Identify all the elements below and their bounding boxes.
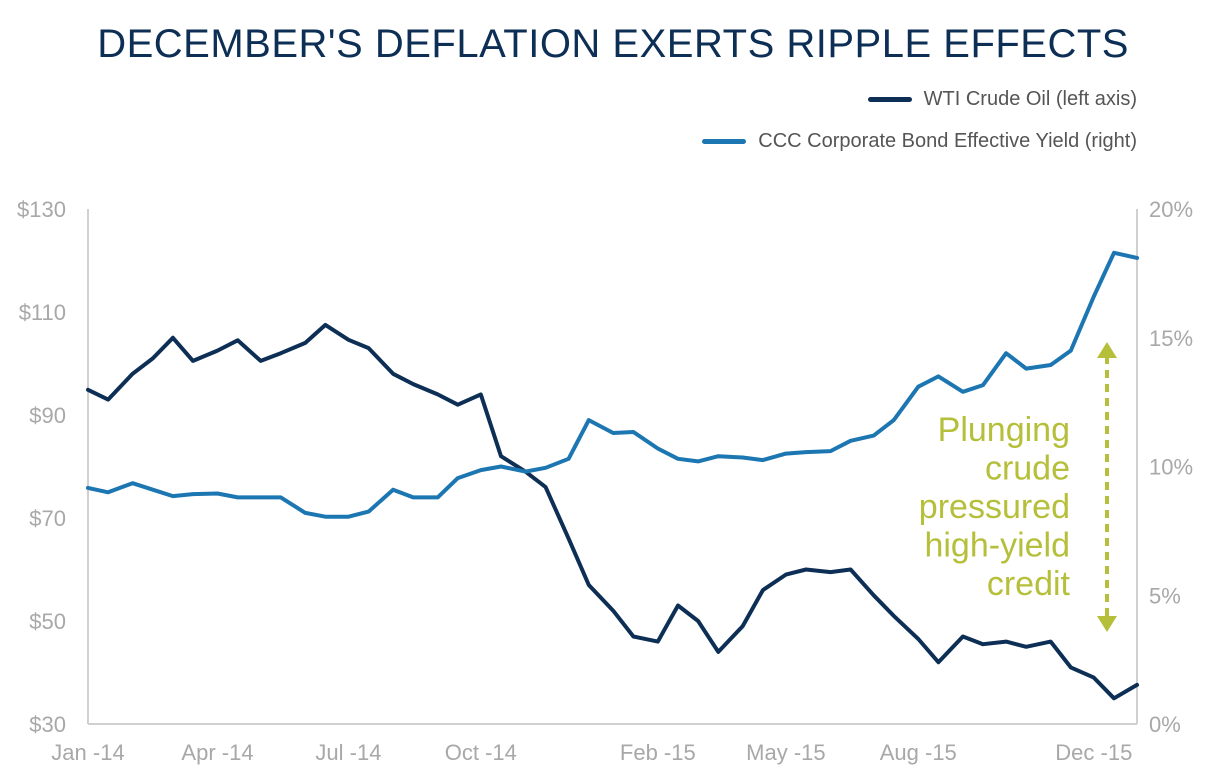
chart-title: DECEMBER'S DEFLATION EXERTS RIPPLE EFFEC… bbox=[97, 22, 1129, 66]
y-left-tick-label: $70 bbox=[29, 506, 66, 531]
annotation-text-line: pressured bbox=[919, 488, 1070, 526]
legend-label-ccc: CCC Corporate Bond Effective Yield (righ… bbox=[758, 130, 1137, 152]
y-right-tick-label: 15% bbox=[1149, 326, 1193, 351]
annotation-arrow-up-icon bbox=[1097, 342, 1117, 358]
x-tick-label: Jul -14 bbox=[315, 740, 381, 765]
x-tick-label: May -15 bbox=[746, 740, 825, 765]
y-left-tick-label: $90 bbox=[29, 403, 66, 428]
y-right-tick-label: 10% bbox=[1149, 455, 1193, 480]
annotation-text-line: Plunging bbox=[938, 411, 1070, 449]
y-right-tick-label: 0% bbox=[1149, 712, 1181, 737]
y-left-tick-label: $30 bbox=[29, 712, 66, 737]
x-tick-label: Oct -14 bbox=[445, 740, 517, 765]
legend-swatch-ccc bbox=[702, 139, 747, 144]
y-left-tick-label: $110 bbox=[19, 300, 66, 325]
x-tick-label: Jan -14 bbox=[51, 740, 124, 765]
x-tick-label: Feb -15 bbox=[620, 740, 696, 765]
ccc-bond-yield-line bbox=[86, 250, 1139, 519]
x-tick-label: Apr -14 bbox=[181, 740, 253, 765]
y-right-tick-label: 20% bbox=[1149, 197, 1193, 222]
legend-swatch-wti bbox=[867, 97, 912, 102]
legend-label-wti: WTI Crude Oil (left axis) bbox=[923, 88, 1137, 110]
legend-item-ccc: CCC Corporate Bond Effective Yield (righ… bbox=[702, 130, 1137, 153]
wti-crude-oil-line bbox=[86, 322, 1139, 701]
annotation-text-line: crude bbox=[985, 450, 1070, 488]
legend-item-wti: WTI Crude Oil (left axis) bbox=[867, 88, 1137, 111]
y-right-tick-label: 5% bbox=[1149, 583, 1181, 608]
annotation-text-line: high-yield bbox=[924, 527, 1070, 565]
annotation-arrow-down-icon bbox=[1097, 616, 1117, 632]
x-tick-label: Dec -15 bbox=[1055, 740, 1132, 765]
y-left-tick-label: $130 bbox=[17, 197, 66, 222]
y-left-tick-label: $50 bbox=[29, 609, 66, 634]
annotation-text-line: credit bbox=[987, 565, 1071, 603]
x-tick-label: Aug -15 bbox=[880, 740, 957, 765]
